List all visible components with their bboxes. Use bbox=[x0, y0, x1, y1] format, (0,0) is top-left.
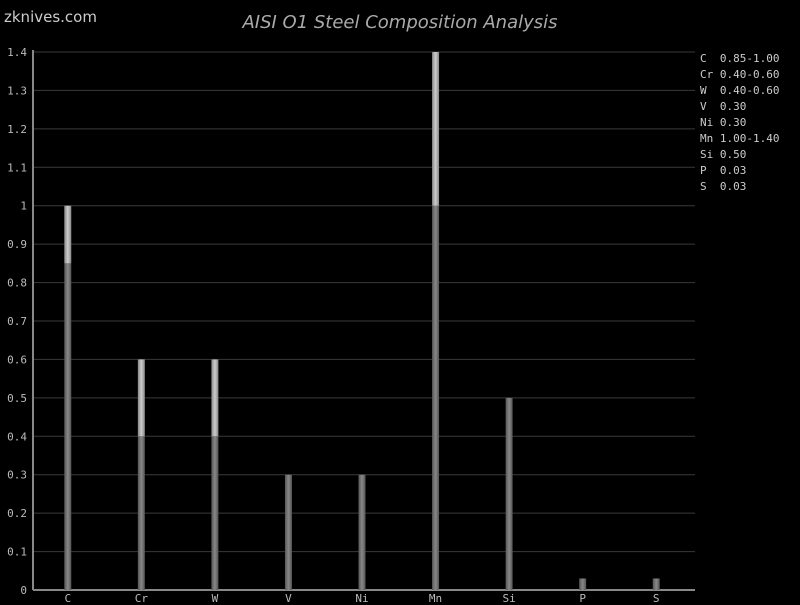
x-tick-label: Si bbox=[502, 592, 515, 605]
bar-range-W bbox=[211, 359, 219, 437]
brand-logo[interactable]: zknives.com bbox=[4, 8, 97, 26]
legend-entry: C 0.85-1.00 bbox=[700, 52, 780, 65]
y-tick-label: 0.2 bbox=[7, 507, 27, 520]
y-tick-label: 0.5 bbox=[7, 392, 27, 405]
x-tick-label: P bbox=[579, 592, 586, 605]
legend-entry: V 0.30 bbox=[700, 100, 747, 113]
x-tick-label: V bbox=[285, 592, 292, 605]
legend-entry: Mn 1.00-1.40 bbox=[700, 132, 780, 145]
legend-entry: P 0.03 bbox=[700, 164, 747, 177]
y-tick-label: 0.4 bbox=[7, 430, 27, 443]
x-tick-label: Cr bbox=[135, 592, 149, 605]
x-tick-label: Ni bbox=[355, 592, 368, 605]
bar-min-Mn bbox=[432, 205, 440, 590]
bar-min-W bbox=[211, 436, 219, 590]
legend-entry: Si 0.50 bbox=[700, 148, 747, 161]
bar-range-C bbox=[64, 205, 72, 264]
bar-min-P bbox=[579, 578, 587, 590]
y-tick-label: 0.6 bbox=[7, 353, 27, 366]
y-tick-label: 0 bbox=[20, 584, 27, 597]
y-tick-label: 0.9 bbox=[7, 238, 27, 251]
bar-min-Ni bbox=[358, 474, 366, 590]
y-tick-label: 1.3 bbox=[7, 84, 27, 97]
legend-entry: W 0.40-0.60 bbox=[700, 84, 780, 97]
legend: C 0.85-1.00 Cr 0.40-0.60 W 0.40-0.60 V 0.30… bbox=[700, 51, 779, 195]
y-tick-label: 1.4 bbox=[7, 46, 27, 59]
bar-range-Cr bbox=[137, 359, 145, 437]
y-tick-label: 0.1 bbox=[7, 546, 27, 559]
legend-entry: Ni 0.30 bbox=[700, 116, 747, 129]
legend-entry: S 0.03 bbox=[700, 180, 747, 193]
y-tick-label: 1 bbox=[20, 200, 27, 213]
bar-min-V bbox=[284, 474, 292, 590]
y-tick-label: 1.1 bbox=[7, 161, 27, 174]
x-tick-label: C bbox=[64, 592, 71, 605]
bar-range-Mn bbox=[432, 52, 440, 206]
bar-min-Cr bbox=[137, 436, 145, 590]
y-tick-label: 0.3 bbox=[7, 469, 27, 482]
legend-entry: Cr 0.40-0.60 bbox=[700, 68, 780, 81]
y-tick-label: 1.2 bbox=[7, 123, 27, 136]
bar-min-C bbox=[64, 263, 72, 590]
y-tick-label: 0.7 bbox=[7, 315, 27, 328]
bar-min-Si bbox=[505, 397, 513, 590]
bar-min-S bbox=[652, 578, 660, 590]
chart-title: AISI O1 Steel Composition Analysis bbox=[242, 12, 558, 33]
x-tick-label: S bbox=[653, 592, 660, 605]
x-tick-label: Mn bbox=[429, 592, 442, 605]
y-tick-label: 0.8 bbox=[7, 277, 27, 290]
x-tick-label: W bbox=[212, 592, 219, 605]
